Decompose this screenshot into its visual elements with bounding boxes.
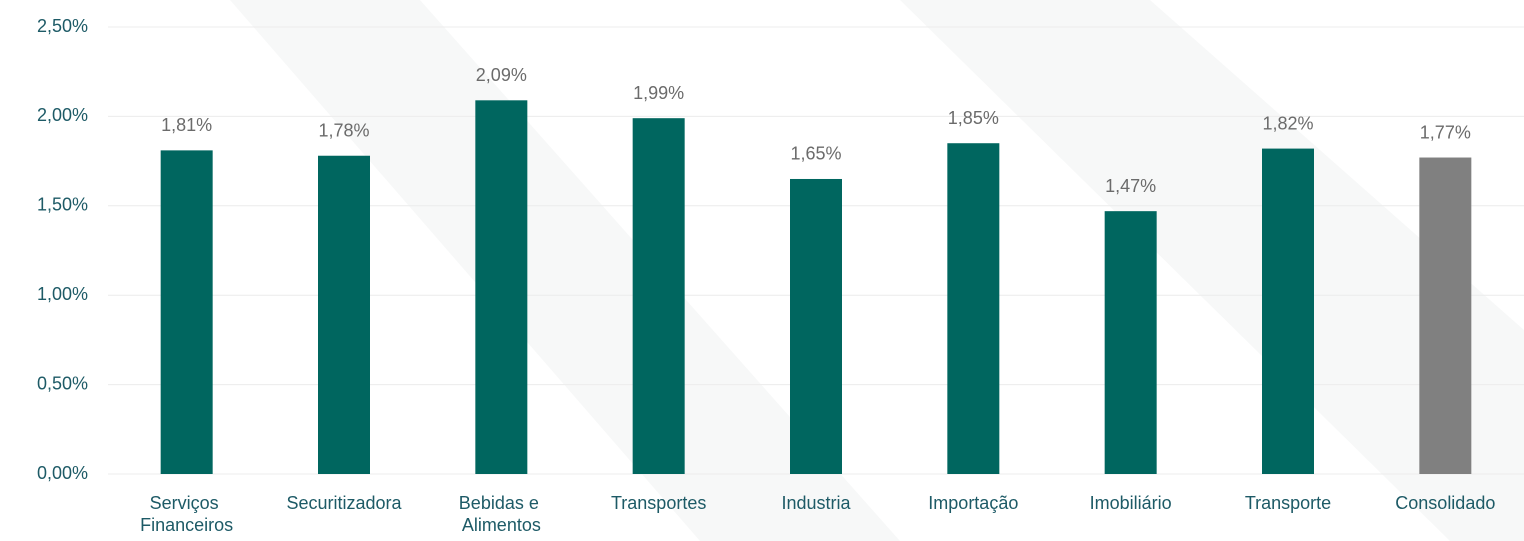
bar bbox=[1104, 211, 1157, 474]
x-tick-label: Transporte bbox=[1245, 493, 1331, 513]
bar bbox=[947, 143, 1000, 474]
data-label: 2,09% bbox=[476, 65, 527, 85]
background-stripe bbox=[900, 0, 1524, 541]
bar bbox=[318, 155, 370, 474]
bar bbox=[1419, 157, 1472, 475]
bar bbox=[160, 150, 213, 474]
x-tick-label: Serviços Financeiros bbox=[140, 493, 233, 535]
data-label: 1,78% bbox=[318, 120, 369, 140]
bar bbox=[1262, 148, 1314, 475]
y-tick-label: 0,00% bbox=[37, 463, 88, 483]
x-tick-label: Importação bbox=[928, 493, 1018, 513]
data-label: 1,77% bbox=[1420, 122, 1471, 142]
y-tick-label: 0,50% bbox=[37, 373, 88, 393]
data-label: 1,82% bbox=[1262, 113, 1313, 133]
bar bbox=[790, 178, 842, 475]
x-tick-label: Industria bbox=[781, 493, 851, 513]
data-label: 1,65% bbox=[790, 144, 841, 164]
data-label: 1,47% bbox=[1105, 176, 1156, 196]
bar bbox=[475, 100, 528, 475]
data-label: 1,85% bbox=[948, 108, 999, 128]
y-tick-label: 2,00% bbox=[37, 105, 88, 125]
y-tick-label: 1,50% bbox=[37, 195, 88, 215]
x-tick-label: Bebidas e Alimentos bbox=[459, 493, 544, 535]
data-label: 1,81% bbox=[161, 115, 212, 135]
bar bbox=[632, 118, 685, 475]
y-tick-label: 1,00% bbox=[37, 284, 88, 304]
y-tick-label: 2,50% bbox=[37, 16, 88, 36]
x-tick-label: Imobiliário bbox=[1090, 493, 1172, 513]
x-tick-label: Consolidado bbox=[1395, 493, 1495, 513]
data-label: 1,99% bbox=[633, 83, 684, 103]
background-stripe bbox=[230, 0, 900, 541]
x-tick-label: Transportes bbox=[611, 493, 706, 513]
x-tick-label: Securitizadora bbox=[286, 493, 402, 513]
